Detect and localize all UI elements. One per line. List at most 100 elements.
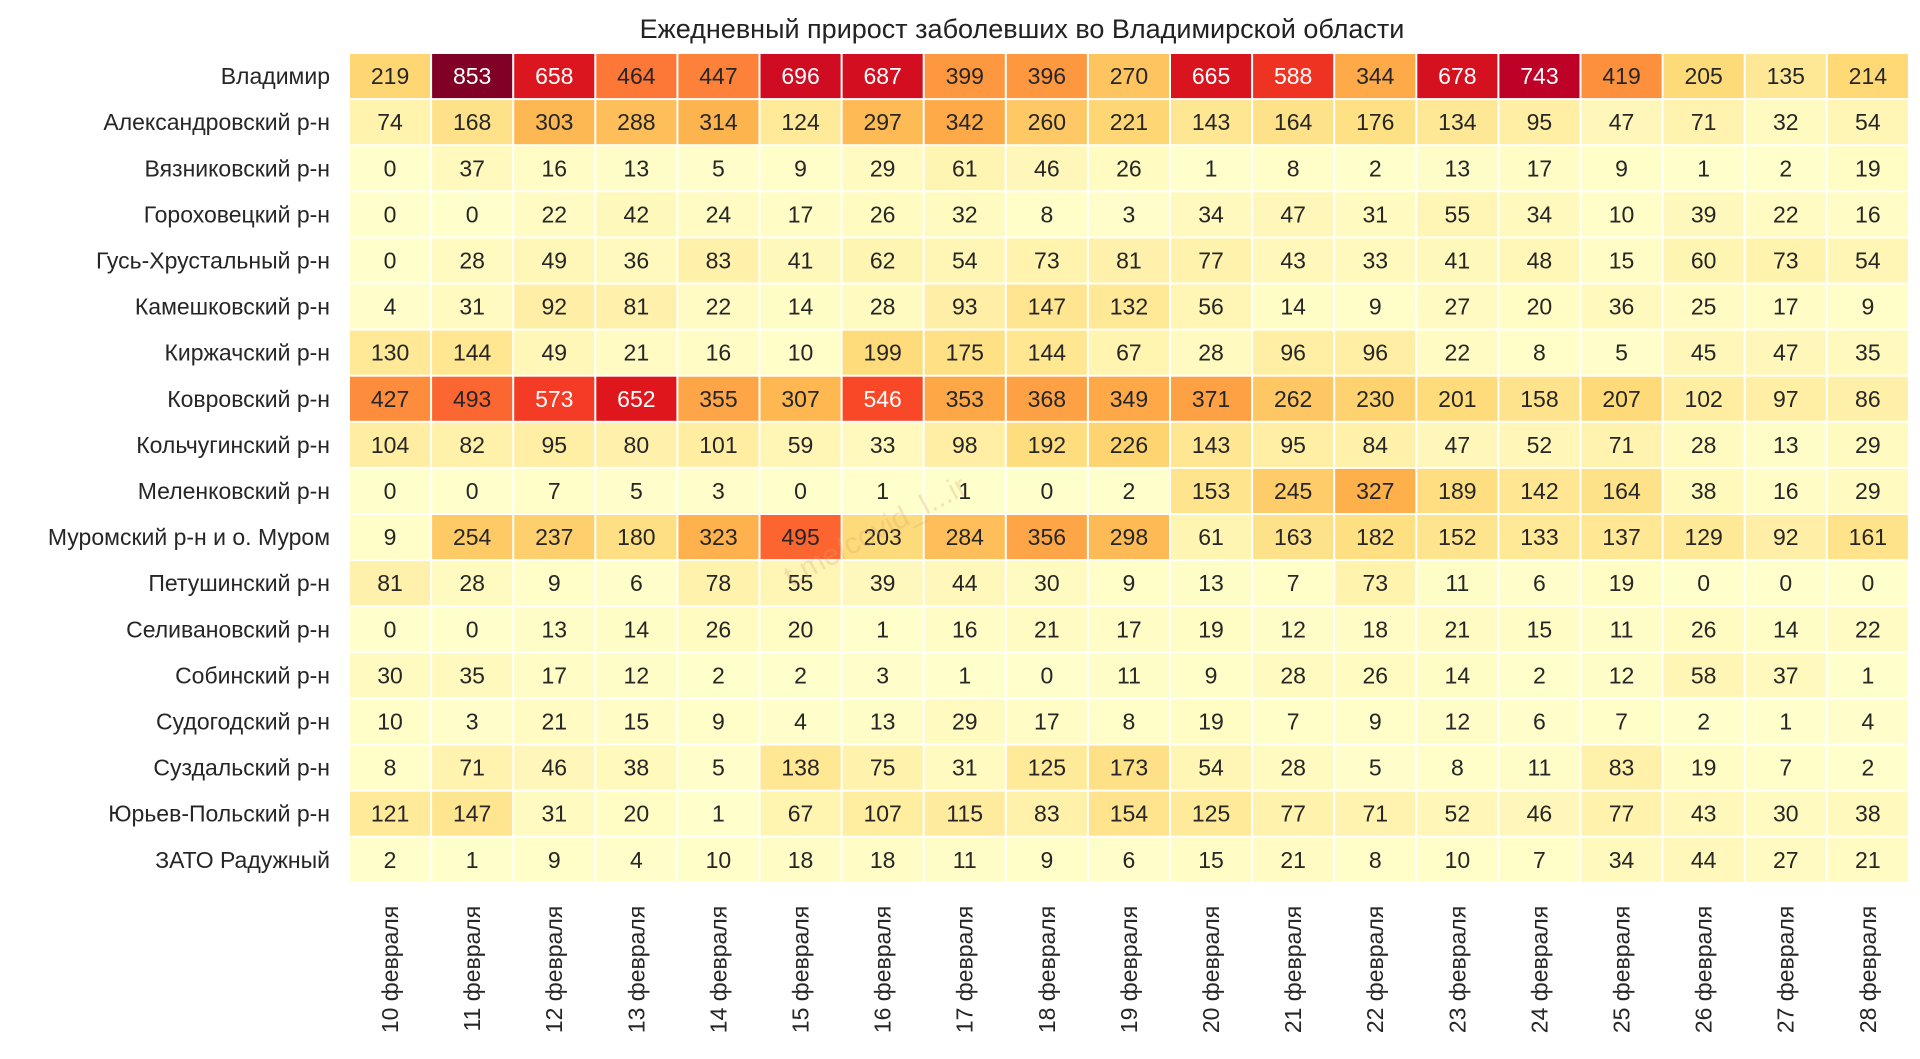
cell-value: 21: [1445, 616, 1471, 642]
cell-value: 8: [384, 755, 397, 781]
cell-value: 5: [1615, 340, 1628, 366]
heatmap-cell: [842, 699, 923, 744]
cell-value: 168: [453, 109, 491, 135]
cell-value: 161: [1849, 524, 1887, 550]
cell-value: 15: [624, 708, 650, 734]
heatmap-cell: [760, 330, 841, 375]
heatmap-cell: [1663, 376, 1744, 421]
heatmap-cell: [842, 837, 923, 882]
heatmap-cell: [1088, 561, 1169, 606]
heatmap-cell: [760, 745, 841, 790]
heatmap-cell: [924, 422, 1005, 467]
heatmap-cell: [842, 284, 923, 329]
cell-value: 16: [541, 155, 567, 181]
cell-value: 368: [1028, 386, 1066, 412]
heatmap-cell: [678, 146, 759, 191]
heatmap-cell: [1088, 100, 1169, 145]
cell-value: 9: [1123, 570, 1136, 596]
heatmap-cell: [1006, 54, 1087, 99]
cell-value: 0: [384, 155, 397, 181]
cell-value: 219: [371, 63, 409, 89]
heatmap-cell: [1827, 146, 1908, 191]
heatmap-cell: [842, 653, 923, 698]
cell-value: 9: [548, 570, 561, 596]
heatmap-cell: [1335, 699, 1416, 744]
cell-value: 31: [952, 755, 978, 781]
heatmap-cell: [1171, 791, 1252, 836]
heatmap-cell: [842, 146, 923, 191]
cell-value: 101: [699, 432, 737, 458]
cell-value: 546: [863, 386, 901, 412]
cell-value: 399: [946, 63, 984, 89]
heatmap-cell: [514, 146, 595, 191]
heatmap-cell: [760, 376, 841, 421]
cell-value: 33: [870, 432, 896, 458]
cell-value: 81: [1116, 247, 1142, 273]
heatmap-cell: [1745, 561, 1826, 606]
heatmap-cell: [1745, 653, 1826, 698]
heatmap-cell: [350, 561, 431, 606]
cell-value: 12: [624, 662, 650, 688]
cell-value: 17: [1116, 616, 1142, 642]
cell-value: 92: [541, 294, 567, 320]
heatmap-cell: [1581, 653, 1662, 698]
heatmap-cell: [1171, 376, 1252, 421]
cell-value: 14: [1773, 616, 1799, 642]
cell-value: 16: [1773, 478, 1799, 504]
cell-value: 427: [371, 386, 409, 412]
heatmap-cell: [678, 607, 759, 652]
heatmap-cell: [1745, 468, 1826, 513]
heatmap-cell: [350, 238, 431, 283]
cell-value: 18: [1362, 616, 1388, 642]
heatmap-cell: [1417, 745, 1498, 790]
cell-value: 0: [466, 616, 479, 642]
cell-value: 371: [1192, 386, 1230, 412]
cell-value: 102: [1684, 386, 1722, 412]
row-label: Меленковский р-н: [138, 478, 330, 504]
cell-value: 12: [1609, 662, 1635, 688]
heatmap-cell: [1745, 146, 1826, 191]
cell-value: 26: [1362, 662, 1388, 688]
heatmap-cell: [1335, 284, 1416, 329]
heatmap-cell: [1663, 422, 1744, 467]
cell-value: 121: [371, 801, 409, 827]
cell-value: 38: [624, 755, 650, 781]
cell-value: 47: [1445, 432, 1471, 458]
heatmap-cell: [596, 791, 677, 836]
heatmap-cell: [1499, 468, 1580, 513]
cell-value: 32: [1773, 109, 1799, 135]
cell-value: 142: [1520, 478, 1558, 504]
cell-value: 9: [548, 847, 561, 873]
heatmap-cell: [596, 330, 677, 375]
heatmap-cell: [842, 422, 923, 467]
heatmap-cell: [924, 561, 1005, 606]
heatmap-cell: [760, 837, 841, 882]
heatmap-cell: [760, 607, 841, 652]
cell-value: 32: [952, 201, 978, 227]
cell-value: 297: [863, 109, 901, 135]
cell-value: 13: [1198, 570, 1224, 596]
cell-value: 143: [1192, 432, 1230, 458]
cell-value: 28: [459, 570, 485, 596]
heatmap-cell: [842, 468, 923, 513]
heatmap-cell: [1253, 468, 1334, 513]
heatmap-cell: [514, 515, 595, 560]
heatmap-cell: [1745, 54, 1826, 99]
cell-value: 8: [1451, 755, 1464, 781]
cell-value: 0: [1861, 570, 1874, 596]
cell-value: 54: [1198, 755, 1224, 781]
cell-value: 3: [876, 662, 889, 688]
heatmap-cell: [514, 376, 595, 421]
cell-value: 203: [863, 524, 901, 550]
cell-value: 28: [1691, 432, 1717, 458]
heatmap-cell: [432, 192, 513, 237]
heatmap-cell: [678, 422, 759, 467]
heatmap-cell: [596, 607, 677, 652]
cell-value: 7: [1533, 847, 1546, 873]
heatmap-cell: [514, 561, 595, 606]
heatmap-cell: [596, 699, 677, 744]
heatmap-cell: [842, 745, 923, 790]
cell-value: 27: [1445, 294, 1471, 320]
heatmap-cell: [1663, 561, 1744, 606]
heatmap-cell: [1088, 422, 1169, 467]
